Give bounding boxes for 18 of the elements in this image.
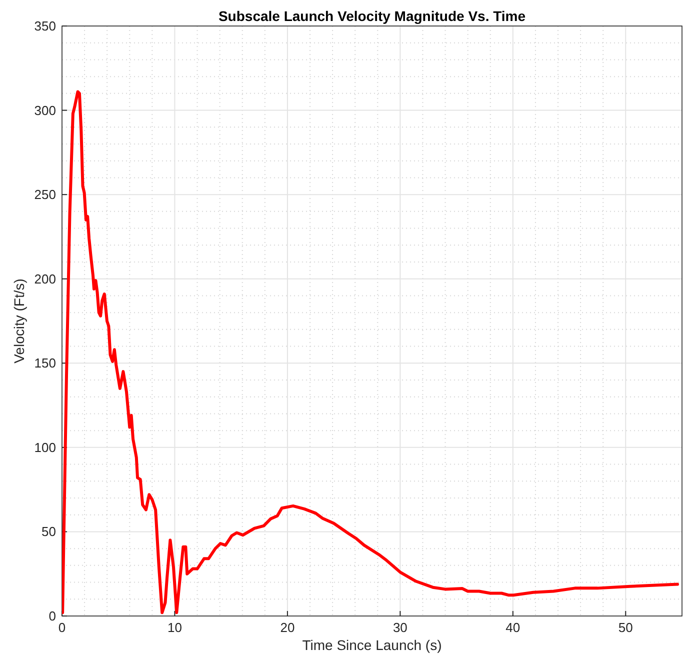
x-tick-label: 0 <box>58 620 66 635</box>
y-tick-label: 200 <box>34 271 56 286</box>
y-tick-label: 0 <box>48 608 56 624</box>
x-tick-label: 50 <box>618 620 633 635</box>
line-series <box>62 90 679 614</box>
y-tick-label: 50 <box>42 524 56 540</box>
x-tick-label: 20 <box>280 620 295 635</box>
y-tick-label: 100 <box>34 440 56 455</box>
y-tick-label: 300 <box>34 102 56 118</box>
y-tick-label: 350 <box>34 18 56 34</box>
x-tick-label: 30 <box>392 620 408 635</box>
chart-title: Subscale Launch Velocity Magnitude Vs. Time <box>218 8 526 24</box>
x-tick-label: 10 <box>167 620 182 635</box>
y-axis-title: Velocity (Ft/s) <box>11 278 27 364</box>
x-axis-title: Time Since Launch (s) <box>302 637 442 653</box>
y-tick-label: 250 <box>34 187 56 202</box>
y-tick-label: 150 <box>34 356 56 371</box>
x-tick-label: 40 <box>506 620 520 635</box>
